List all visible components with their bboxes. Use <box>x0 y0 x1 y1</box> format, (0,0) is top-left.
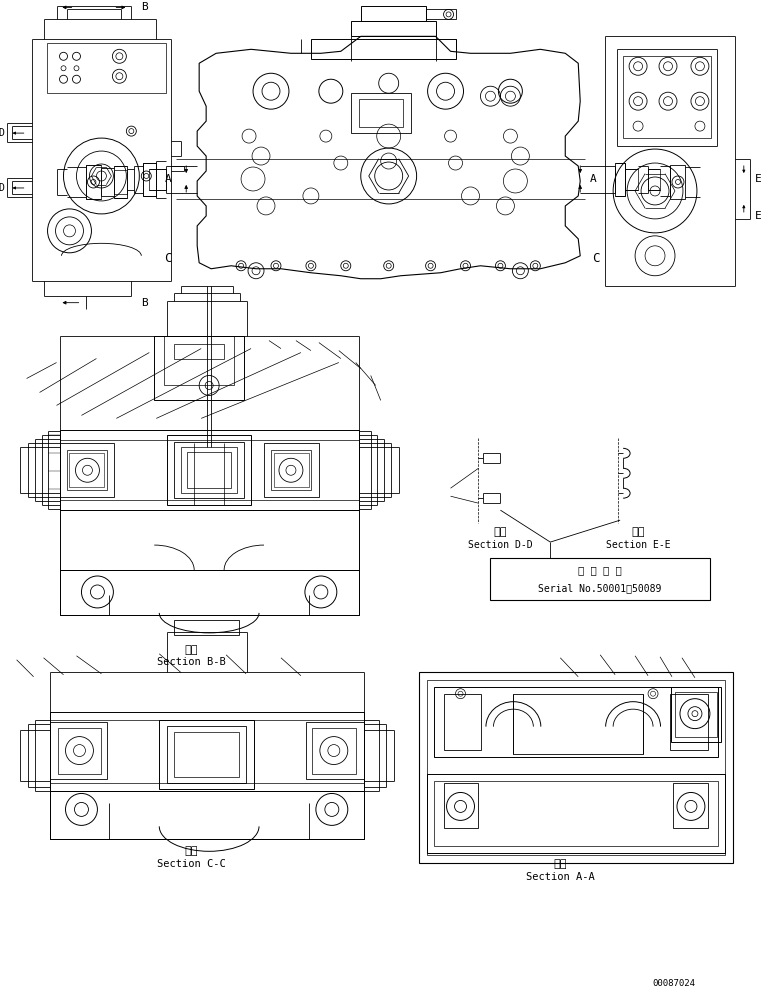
Bar <box>351 21 435 36</box>
Bar <box>427 680 725 855</box>
Text: 適 用 号 機: 適 用 号 機 <box>578 565 622 575</box>
Bar <box>306 722 364 780</box>
Text: Section A-A: Section A-A <box>526 872 594 882</box>
Bar <box>159 720 254 790</box>
Bar <box>514 694 643 754</box>
Bar <box>434 782 718 846</box>
Bar <box>271 451 311 491</box>
Text: Section D-D: Section D-D <box>468 540 533 550</box>
Bar <box>49 712 364 792</box>
Bar <box>351 93 411 134</box>
Bar <box>615 164 625 196</box>
Text: E: E <box>755 211 761 221</box>
Bar <box>358 99 403 127</box>
Text: C: C <box>164 252 171 265</box>
Bar <box>187 453 231 489</box>
Bar <box>174 344 224 359</box>
Bar <box>114 170 127 194</box>
Bar <box>311 39 456 59</box>
Bar <box>87 166 101 199</box>
Bar <box>434 687 718 757</box>
Text: Section C-C: Section C-C <box>157 859 225 869</box>
Bar <box>671 687 721 742</box>
Bar <box>59 441 358 500</box>
Bar <box>167 436 251 505</box>
Text: B: B <box>142 2 148 12</box>
Bar <box>444 694 482 750</box>
Bar <box>59 431 358 510</box>
Bar <box>670 166 685 199</box>
Bar <box>59 570 358 615</box>
Text: D: D <box>0 183 5 193</box>
Bar <box>274 454 309 488</box>
Bar <box>59 510 358 570</box>
Bar <box>490 558 710 600</box>
Text: Serial No.50001～50089: Serial No.50001～50089 <box>539 583 662 593</box>
Text: D: D <box>0 128 5 139</box>
Bar <box>419 672 733 863</box>
Bar <box>444 784 479 829</box>
Bar <box>68 451 107 491</box>
Text: 断面: 断面 <box>632 527 645 537</box>
Bar <box>670 694 708 750</box>
Bar <box>312 728 356 774</box>
Text: 断面: 断面 <box>553 859 567 869</box>
Bar <box>673 784 708 829</box>
Bar <box>625 169 638 190</box>
Text: A: A <box>591 174 597 184</box>
Text: B: B <box>142 298 148 308</box>
Bar <box>623 56 711 139</box>
Text: 断面: 断面 <box>494 527 507 537</box>
Bar <box>154 336 244 401</box>
Bar <box>69 454 104 488</box>
Text: 断面: 断面 <box>184 846 198 856</box>
Bar <box>174 443 244 498</box>
Bar <box>58 728 101 774</box>
Bar <box>49 792 364 839</box>
Bar <box>164 336 234 386</box>
Bar <box>167 726 246 784</box>
Bar <box>174 732 239 778</box>
Bar <box>181 448 237 494</box>
Bar <box>264 444 319 498</box>
Text: Section E-E: Section E-E <box>606 540 670 550</box>
Text: 断面: 断面 <box>184 645 198 655</box>
Bar <box>149 169 166 190</box>
Bar <box>425 9 456 19</box>
Bar <box>675 692 717 737</box>
Bar <box>114 166 127 198</box>
Text: 00087024: 00087024 <box>652 979 695 988</box>
Bar <box>46 43 166 93</box>
Bar <box>59 444 114 498</box>
Text: E: E <box>755 174 761 184</box>
Text: A: A <box>164 174 171 184</box>
Bar <box>143 164 156 196</box>
Bar <box>174 620 239 635</box>
Bar <box>648 169 660 190</box>
Bar <box>361 6 425 21</box>
Bar <box>49 722 107 780</box>
Text: C: C <box>592 252 600 265</box>
Bar <box>49 720 364 784</box>
Bar <box>427 774 725 853</box>
Text: Section B-B: Section B-B <box>157 657 225 667</box>
